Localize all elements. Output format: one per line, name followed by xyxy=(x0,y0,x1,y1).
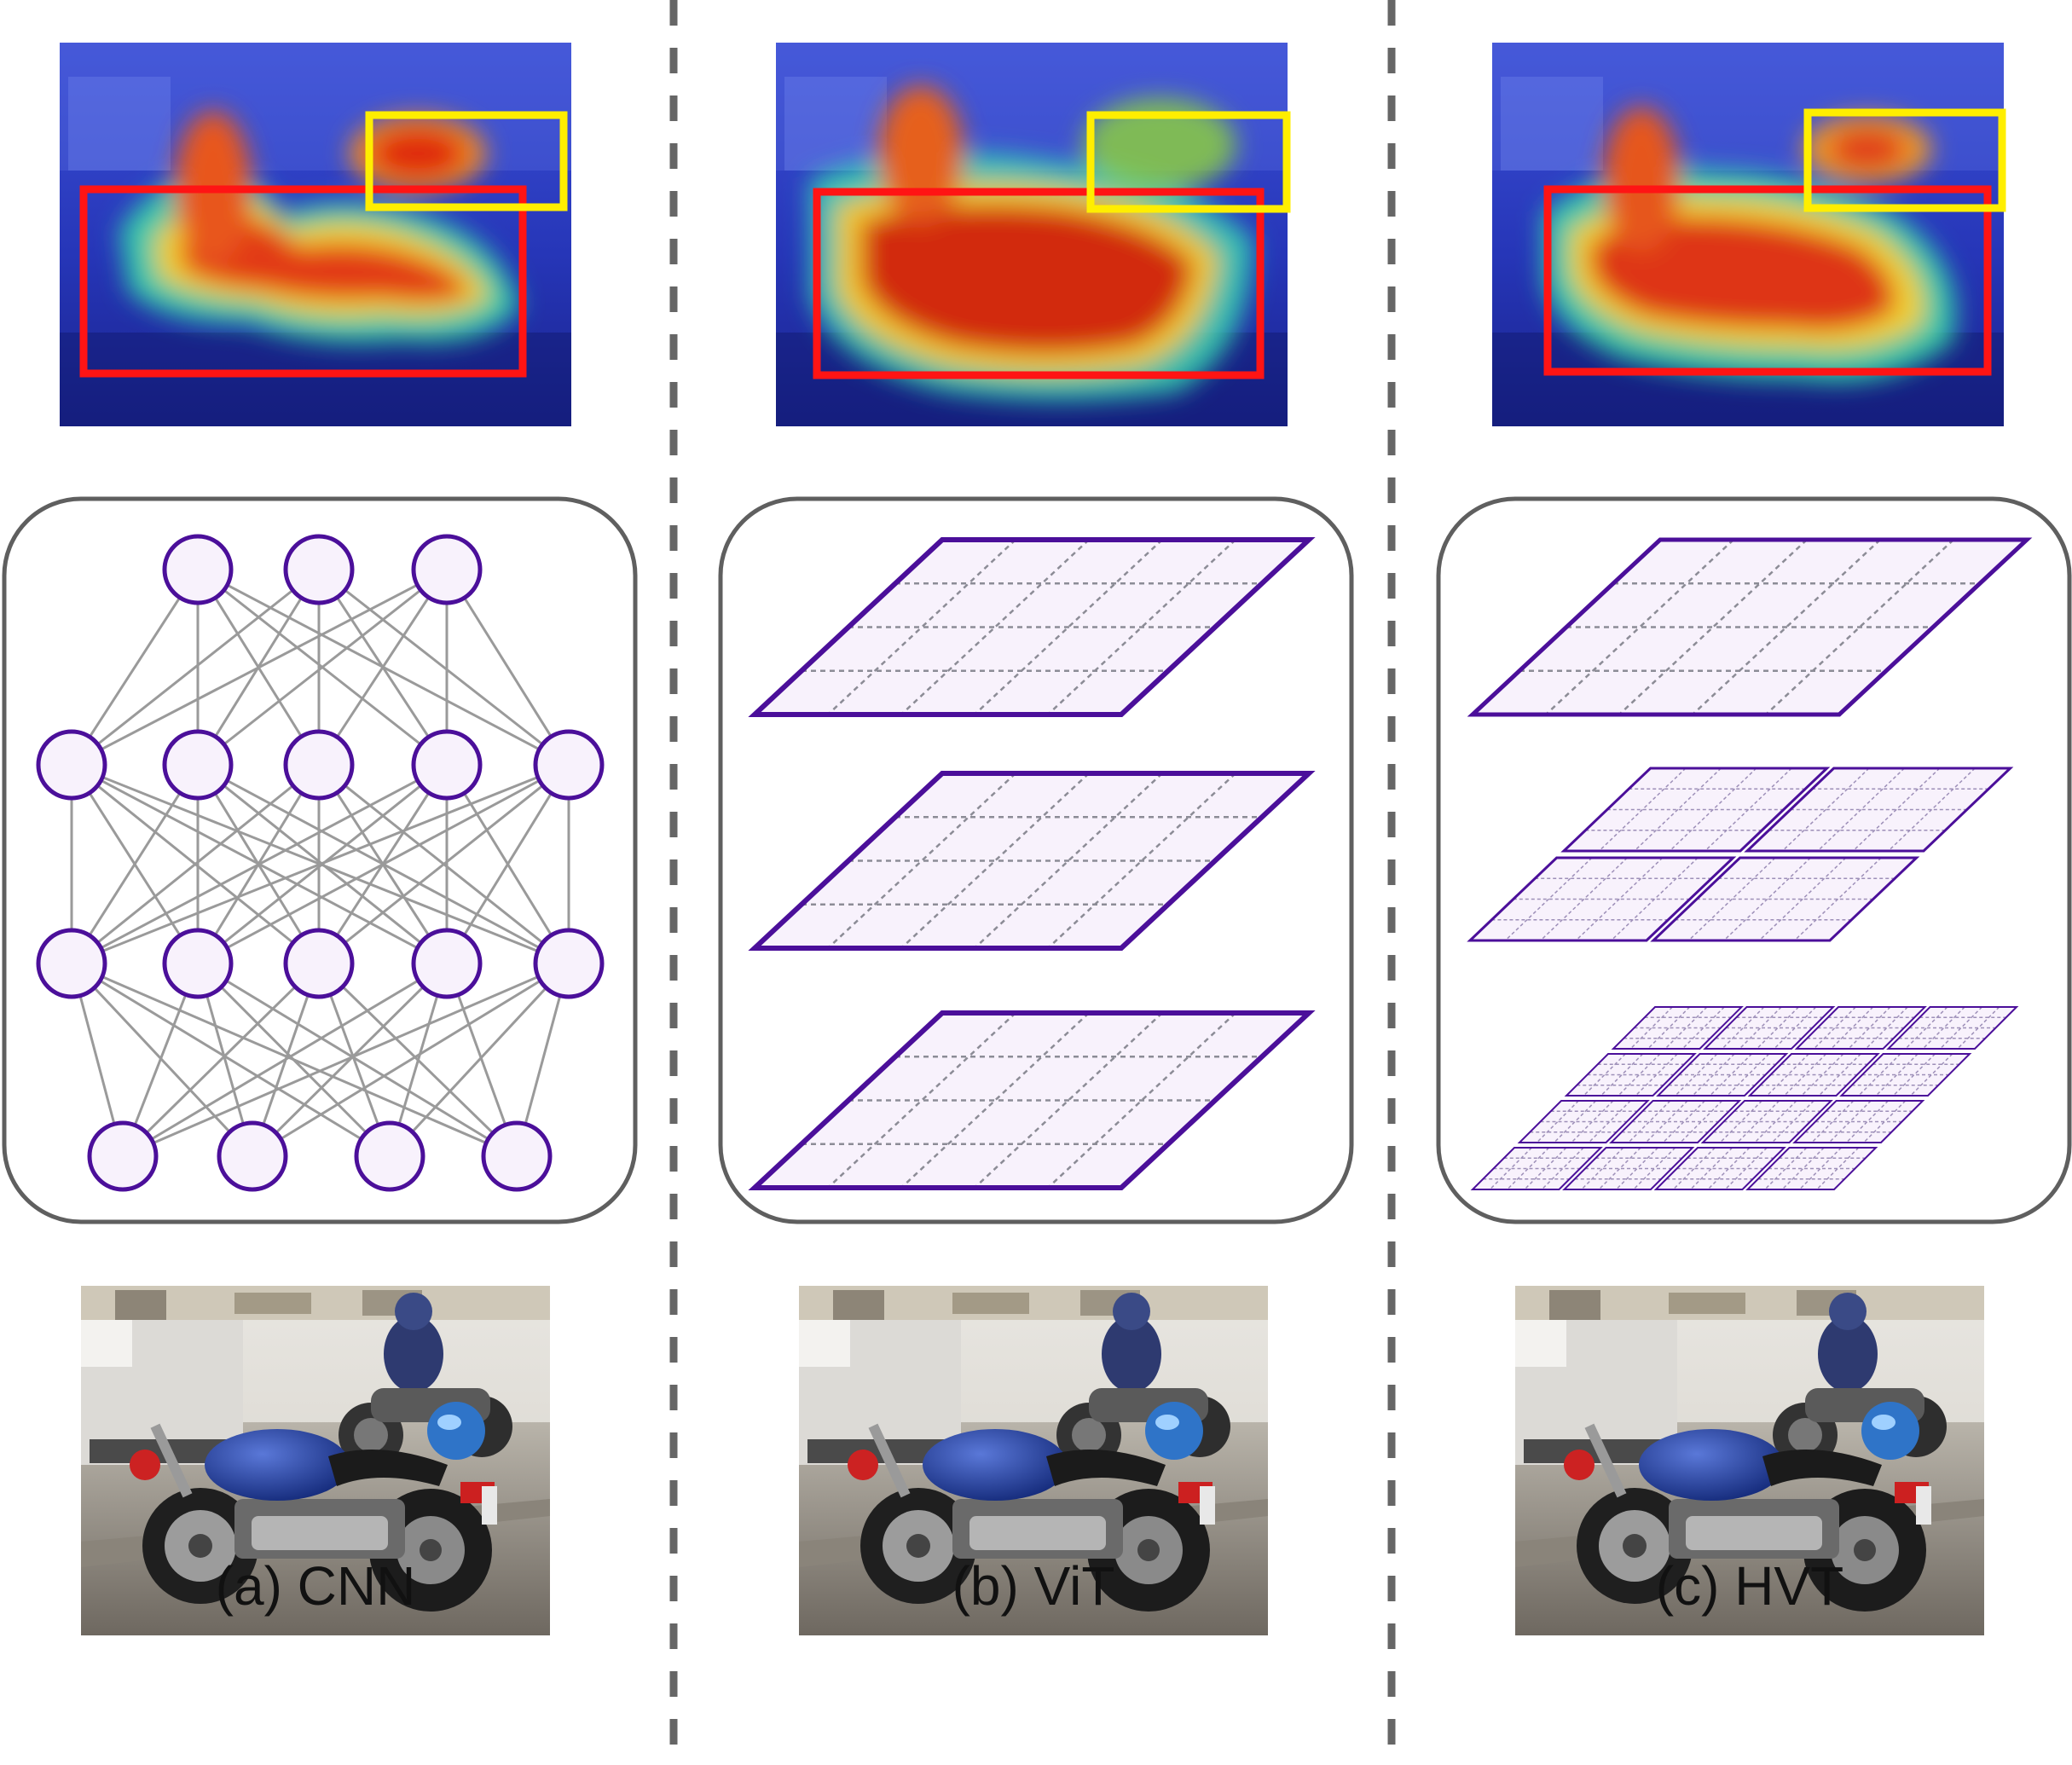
network-edge xyxy=(71,763,448,965)
network-edge xyxy=(71,763,570,965)
red-bounding-box xyxy=(79,185,527,378)
network-node xyxy=(87,1120,159,1192)
network-edge xyxy=(70,764,200,964)
patch-grid-plane xyxy=(1839,1053,1972,1097)
network-edge xyxy=(317,569,449,766)
patch-grid-plane xyxy=(1703,1006,1836,1050)
patch-grid-plane xyxy=(1792,1100,1925,1143)
patch-grid-plane xyxy=(1467,537,2033,717)
patch-grid-plane xyxy=(1700,1100,1833,1143)
network-edge xyxy=(70,569,200,766)
caption-cnn: (a) CNN xyxy=(215,1555,416,1617)
network-node xyxy=(481,1120,553,1192)
patch-grid-plane xyxy=(1745,1147,1878,1190)
network-node xyxy=(354,1120,425,1192)
patch-grid-plane xyxy=(1653,1147,1786,1190)
network-edge xyxy=(70,962,254,1158)
network-edge xyxy=(121,962,321,1158)
patch-grid-plane xyxy=(748,1010,1316,1190)
patch-grid-plane xyxy=(1562,1147,1695,1190)
column-dividers xyxy=(669,0,1396,1765)
network-node xyxy=(411,928,483,999)
patch-grid-plane xyxy=(1886,1006,2019,1050)
network-node xyxy=(283,534,355,605)
panel-cnn xyxy=(2,496,638,1224)
network-edge xyxy=(318,568,570,767)
network-edge xyxy=(71,568,448,767)
network-node xyxy=(36,729,107,801)
heatmap-cnn xyxy=(60,43,571,426)
network-edge xyxy=(445,569,570,766)
network-node xyxy=(162,534,234,605)
network-edge xyxy=(71,962,391,1158)
caption-hvt: (c) HVT xyxy=(1655,1555,1844,1617)
network-edge xyxy=(251,962,449,1158)
panel-hvt xyxy=(1436,496,2072,1224)
yellow-bounding-box xyxy=(1803,108,2006,212)
network-edge xyxy=(445,764,570,964)
network-node xyxy=(162,729,234,801)
network-node xyxy=(411,729,483,801)
patch-grid-plane xyxy=(1467,856,1737,942)
network-edge xyxy=(197,763,570,965)
patch-grid-plane xyxy=(1744,767,2014,853)
network-node xyxy=(217,1120,288,1192)
patch-grid-stack xyxy=(748,537,1316,1190)
network-edge xyxy=(197,568,448,767)
patch-grid-plane xyxy=(1656,1053,1789,1097)
network-edge xyxy=(197,962,518,1158)
patch-grid-plane xyxy=(1560,767,1831,853)
network-edge xyxy=(252,962,570,1158)
network-node xyxy=(533,729,605,801)
network-edge xyxy=(196,962,391,1158)
patch-grid-plane xyxy=(1794,1006,1927,1050)
network-node xyxy=(411,534,483,605)
network-edge xyxy=(122,962,448,1158)
network-edges xyxy=(70,568,570,1158)
patch-grid-plane xyxy=(748,537,1316,717)
patch-grid-plane xyxy=(1747,1053,1880,1097)
patch-grid-plane xyxy=(1564,1053,1697,1097)
network-node xyxy=(283,928,355,999)
network-edge xyxy=(388,962,570,1158)
patch-grid-plane xyxy=(1517,1100,1650,1143)
yellow-bounding-box xyxy=(1086,111,1291,213)
patch-grid-plane xyxy=(1470,1147,1603,1190)
network-nodes xyxy=(36,534,605,1192)
patch-grid-plane xyxy=(1611,1006,1744,1050)
patch-grid-plane xyxy=(1609,1100,1742,1143)
network-node xyxy=(533,928,605,999)
red-bounding-box xyxy=(813,188,1265,379)
patch-grid-plane xyxy=(748,771,1316,951)
network-edge xyxy=(122,962,570,1158)
yellow-bounding-box xyxy=(365,111,568,211)
hierarchical-grid-stack xyxy=(1467,537,2033,1190)
network-node xyxy=(283,729,355,801)
heatmap-vit xyxy=(776,43,1291,426)
network-node xyxy=(36,928,107,999)
red-bounding-box xyxy=(1543,185,1992,376)
caption-vit: (b) ViT xyxy=(952,1555,1115,1617)
heatmap-hvt xyxy=(1492,43,2006,426)
network-edge xyxy=(318,763,570,965)
panel-vit xyxy=(718,496,1354,1224)
network-node xyxy=(162,928,234,999)
network-edge xyxy=(71,763,320,965)
network-edge xyxy=(71,568,320,767)
patch-grid-plane xyxy=(1650,856,1920,942)
